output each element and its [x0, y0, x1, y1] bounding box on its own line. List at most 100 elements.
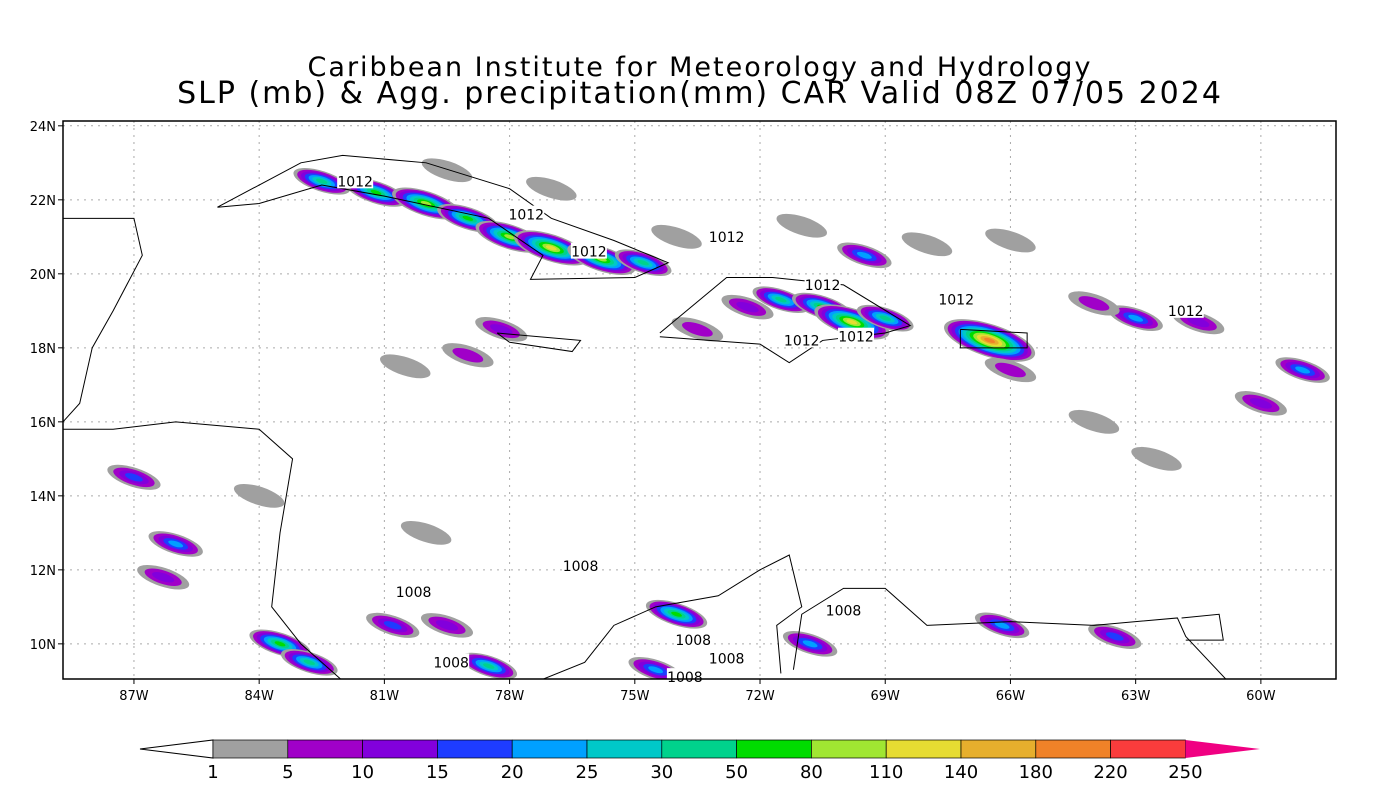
colorbar-under-arrow — [139, 739, 214, 759]
rain-cell — [846, 319, 858, 325]
lon-tick-label: 84W — [244, 689, 274, 704]
isobar-label-bg — [1167, 301, 1204, 318]
colorbar-swatch — [437, 739, 513, 759]
rain-cell — [776, 213, 827, 238]
rain-cell — [274, 641, 286, 647]
lat-tick-label: 22N — [30, 194, 56, 209]
rain-cell — [802, 640, 818, 648]
isobar-label: 1012 — [337, 174, 373, 190]
colorbar-label: 20 — [501, 762, 524, 783]
isobar-label: 1008 — [826, 604, 862, 620]
colorbar-label: 1 — [207, 762, 218, 783]
isobar-label: 1012 — [805, 278, 841, 294]
lat-tick-label: 20N — [30, 268, 56, 283]
rain-cell — [901, 232, 953, 257]
rain-cell — [1078, 296, 1110, 311]
lon-tick-label: 72W — [745, 689, 775, 704]
isobar-label: 1008 — [563, 559, 599, 575]
rain-cell — [1105, 632, 1124, 641]
colorbar-swatch — [960, 739, 1037, 759]
map-frame — [62, 120, 1337, 680]
lon-tick-label: 75W — [620, 689, 650, 704]
rain-cell — [152, 571, 175, 583]
rain-cell — [879, 315, 891, 321]
rain-cell — [526, 176, 577, 201]
colorbar-swatch — [362, 739, 438, 759]
graticule — [63, 121, 1336, 679]
colorbar-swatch — [511, 739, 588, 759]
isobar-label-bg — [838, 327, 875, 344]
isobar-label: 1008 — [433, 655, 469, 671]
colorbar-label: 50 — [725, 762, 748, 783]
colorbar-swatch — [586, 739, 663, 759]
coastline — [63, 421, 342, 679]
isobar-label-bg — [508, 205, 545, 222]
rain-cell — [380, 354, 431, 379]
isobar-label: 1012 — [938, 293, 974, 309]
rain-cell — [994, 621, 1010, 629]
lat-tick-label: 24N — [30, 120, 56, 135]
colorbar-label: 140 — [944, 762, 978, 783]
coastline — [659, 277, 912, 364]
rain-cell — [490, 324, 513, 335]
rain-cell — [648, 666, 664, 674]
title-institute: Caribbean Institute for Meteorology and … — [307, 52, 1093, 83]
lat-tick-label: 14N — [30, 490, 56, 505]
colorbar-label: 5 — [282, 762, 293, 783]
colorbar-label: 30 — [650, 762, 673, 783]
rain-cell — [462, 215, 474, 221]
isobar-label: 1012 — [1168, 304, 1204, 320]
lon-tick-label: 81W — [370, 689, 400, 704]
coastline — [496, 332, 582, 353]
isobar-label-bg — [708, 227, 745, 244]
rain-cell — [856, 251, 872, 259]
isobar-label: 1008 — [675, 633, 711, 649]
rain-cell — [504, 234, 515, 240]
lon-tick-label: 69W — [871, 689, 901, 704]
lat-tick-label: 12N — [30, 564, 56, 579]
isobar-label: 1008 — [667, 670, 703, 686]
coastline — [1181, 613, 1224, 641]
rain-cell — [1249, 398, 1273, 409]
coastline — [959, 328, 1028, 349]
isobar-label: 1012 — [709, 230, 745, 246]
lat-tick-label: 18N — [30, 342, 56, 357]
colorbar-swatch — [661, 739, 737, 759]
colorbar-label: 180 — [1019, 762, 1053, 783]
rain-cell — [984, 337, 996, 343]
colorbar-swatch — [1110, 739, 1186, 759]
rain-cell — [736, 301, 759, 313]
colorbar-label: 15 — [426, 762, 449, 783]
rain-cell — [1068, 409, 1120, 434]
coastline — [792, 587, 1227, 679]
rain-cell — [637, 260, 649, 266]
isobar-label-bg — [804, 275, 841, 292]
isobar-label-bg — [783, 331, 820, 348]
lat-tick-label: 16N — [30, 416, 56, 431]
isobar-label-bg — [675, 631, 712, 648]
colorbar-label: 25 — [576, 762, 599, 783]
colorbar-swatch — [736, 739, 812, 759]
isobar-label-bg — [395, 583, 432, 600]
rain-cell — [1295, 366, 1311, 374]
rain-cell — [420, 200, 432, 207]
lon-tick-label: 78W — [495, 689, 525, 704]
title-product: SLP (mb) & Agg. precipitation(mm) CAR Va… — [177, 76, 1223, 111]
isobar-label-bg — [337, 172, 374, 189]
isobar-label: 1012 — [508, 208, 544, 224]
isobar-label-bg — [570, 242, 607, 259]
colorbar-swatch — [212, 739, 289, 759]
coastline — [63, 217, 143, 423]
rain-cell — [682, 322, 713, 337]
isobar-label-bg — [938, 290, 975, 307]
isobar-label-bg — [825, 601, 862, 618]
coastline — [542, 554, 803, 679]
rain-cell — [370, 189, 382, 195]
rain-cell — [125, 473, 143, 482]
colorbar-swatch — [1035, 739, 1111, 759]
colorbar-over-arrow — [1185, 740, 1260, 758]
colorbar-label: 10 — [351, 762, 374, 783]
isobar-label: 1012 — [784, 333, 820, 349]
rain-cell — [383, 621, 402, 630]
isobar-label: 1012 — [838, 330, 874, 346]
